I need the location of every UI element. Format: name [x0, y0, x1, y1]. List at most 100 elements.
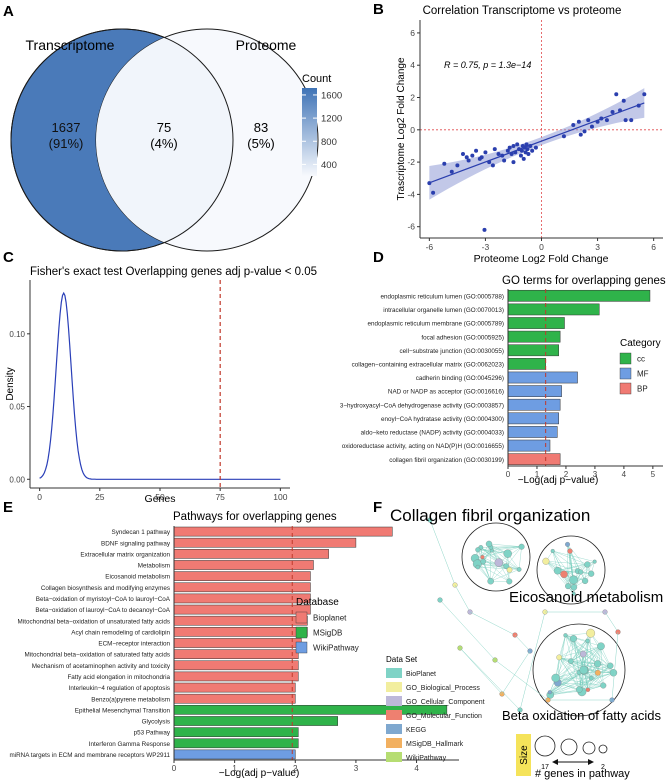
network-node [584, 561, 591, 568]
network-edge [552, 550, 574, 581]
go-bar [507, 398, 561, 411]
scatter-point [474, 148, 479, 153]
network-node [480, 555, 485, 560]
network-node [588, 570, 595, 577]
dataset-legend-swatch [386, 752, 402, 762]
venn-set-label-transcriptome: Transcriptome [26, 37, 115, 53]
go-bar [507, 385, 562, 397]
scatter-point [576, 119, 581, 124]
network-node [585, 687, 591, 692]
count-legend-ticks: 1600 1200 800 400 [302, 90, 342, 171]
go-bar-label: cell−substrate junction (GO:0030055) [400, 348, 504, 355]
pathway-bar [173, 716, 338, 726]
size-legend-circle-tiny [598, 744, 608, 754]
network-edge [597, 646, 602, 673]
scatter-point [599, 116, 604, 121]
scatter-point [500, 153, 505, 158]
dataset-legend-swatch [386, 696, 402, 706]
density-x-tick-label: 25 [95, 492, 105, 502]
pathway-bar [173, 604, 311, 615]
pathway-bar-label: Glycolysis [142, 719, 170, 726]
go-bar-label: 3−hydroxyacyl−CoA dehydrogenase activity… [340, 402, 504, 409]
dataset-legend-swatch [386, 710, 402, 720]
count-tick-label: 1200 [321, 114, 342, 125]
go-bar [507, 303, 600, 316]
network-node [516, 567, 522, 572]
scatter-y-tick-label: -6 [407, 222, 415, 232]
network-node [437, 597, 443, 603]
network-node [571, 591, 576, 596]
network-edge [573, 638, 614, 673]
pathway-bar [173, 693, 296, 704]
network-edge [583, 646, 602, 671]
network-edge [518, 546, 522, 570]
network-node [578, 569, 584, 575]
network-graph [427, 517, 626, 717]
pathway-bar-label: Benzo(a)pyrene metabolism [91, 696, 170, 703]
density-x-tick-label: 100 [273, 492, 287, 502]
pathway-legend-label: WikiPathway [313, 644, 359, 653]
pathway-bar-label: Extracellular matrix organization [80, 551, 170, 558]
size-legend-min: 2 [601, 764, 605, 771]
density-y-tick-label: 0.05 [9, 403, 25, 412]
go-x-tick-label: 4 [622, 470, 627, 479]
scatter-point [604, 118, 609, 123]
network-edge [549, 672, 614, 693]
density-title: Fisher's exact test Overlapping genes ad… [30, 266, 317, 278]
scatter-point [482, 227, 487, 232]
pathway-bar-label: BDNF signaling pathway [101, 540, 171, 547]
scatter-axes: -6 -3 0 3 6 -6 -4 -2 0 2 4 6 [407, 20, 663, 252]
network-edge [550, 689, 580, 696]
network-node [518, 543, 525, 550]
network-node [609, 669, 618, 677]
pathway-bar-label: ECM−receptor interaction [98, 641, 170, 648]
network-edge [604, 611, 619, 633]
network-edge [587, 665, 611, 690]
scatter-xlabel: Proteome Log2 Fold Change [474, 253, 609, 265]
network-edge [459, 647, 503, 695]
go-legend-swatch [619, 352, 632, 365]
pathway-bar-label: Collagen biosynthesis and modifying enzy… [41, 585, 170, 592]
count-tick-label: 1600 [321, 90, 342, 101]
go-bar [507, 330, 561, 343]
go-bar [507, 317, 565, 329]
network-edge [611, 631, 619, 701]
scatter-point [533, 145, 538, 150]
pathway-legend-label: Bioplanet [313, 614, 347, 623]
network-node [567, 658, 574, 664]
go-legend-swatch [619, 367, 632, 380]
scatter-point [621, 98, 626, 103]
pathway-bar-label: Beta−oxidation of lauroyl−CoA to decanoy… [35, 607, 170, 614]
network-edge [429, 519, 456, 586]
count-legend-colorbar [302, 88, 317, 176]
scatter-point [496, 152, 501, 157]
network-edge [569, 551, 574, 580]
panel-f-label: F [373, 499, 382, 516]
pathway-x-tick-label: 3 [354, 764, 359, 773]
go-legend-swatch [619, 382, 632, 395]
go-xlabel: −Log(adj p−value) [518, 475, 599, 486]
scatter-point [505, 148, 510, 153]
cluster-label-eicosanoid: Eicosanoid metabolism [509, 589, 663, 606]
go-bar-label: NAD or NADP as acceptor (GO:0016616) [388, 389, 504, 396]
scatter-point [427, 181, 432, 186]
scatter-point [528, 143, 533, 148]
pathway-bar [173, 549, 329, 559]
network-node [506, 578, 513, 585]
scatter-y-tick-label: 6 [410, 28, 415, 38]
scatter-point [636, 103, 641, 108]
go-bar-label: cadherin binding (GO:0045296) [416, 375, 504, 382]
scatter-y-tick-label: 0 [410, 125, 415, 135]
network-edge [579, 646, 602, 690]
pathway-legend-swatch [295, 611, 308, 624]
scatter-x-tick-label: -6 [426, 242, 434, 252]
scatter-point [586, 118, 591, 123]
pathway-bar [173, 582, 311, 593]
dataset-legend: BioPlanet GO_Biological_Process GO_Cellula… [386, 668, 485, 762]
go-bar-label: enoyl−CoA hydratase activity (GO:0004300… [381, 416, 504, 423]
pathway-bar-label: Interferon Gamma Response [89, 741, 171, 748]
network-edge [579, 672, 598, 690]
scatter-fit-line [429, 102, 645, 184]
network-edge [469, 611, 516, 636]
